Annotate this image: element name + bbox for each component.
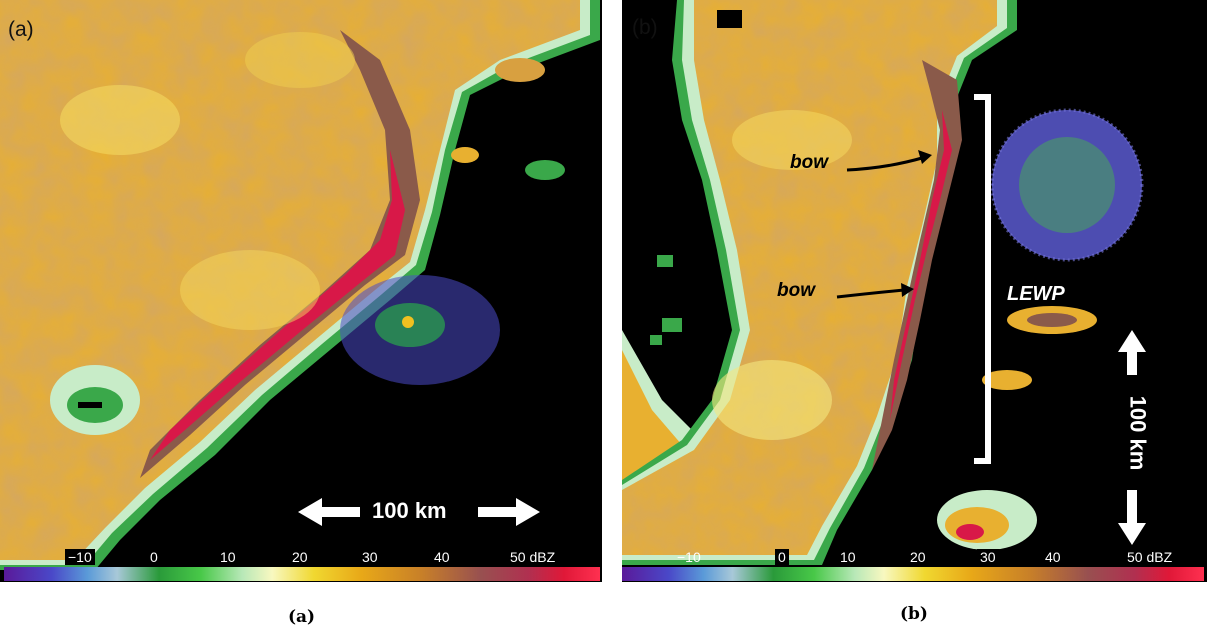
right-arrow-icon bbox=[478, 498, 540, 526]
colorbar-tick-b-0: −10 bbox=[677, 549, 701, 565]
colorbar-tick-b-6: 50 dBZ bbox=[1127, 549, 1173, 565]
colorbar-tick-b-2: 10 bbox=[840, 549, 856, 565]
bow-arrow-icon-1 bbox=[846, 156, 923, 172]
colorbar-tick-b-4: 30 bbox=[977, 549, 999, 565]
radar-panel-b: (b) bow bow LEWP 100 km −10 0 10 20 30 4… bbox=[622, 0, 1207, 582]
lewp-label: LEWP bbox=[1007, 283, 1065, 305]
scale-arrows-a bbox=[298, 498, 540, 526]
colorbar-tick-a-4: 30 bbox=[362, 549, 378, 565]
panel-a-label: (a) bbox=[8, 18, 34, 41]
bow-arrow-icon-2 bbox=[836, 288, 905, 299]
scale-bar-label-a: 100 km bbox=[372, 498, 447, 523]
scale-bar-label-b: 100 km bbox=[1125, 395, 1151, 471]
caption-a: (a) bbox=[288, 607, 316, 627]
panel-b-label: (b) bbox=[632, 16, 658, 39]
colorbar-b bbox=[622, 567, 1204, 581]
colorbar-tick-a-0: −10 bbox=[65, 549, 95, 565]
colorbar-tick-a-1: 0 bbox=[150, 549, 158, 565]
reflectivity-image-b bbox=[622, 0, 1144, 565]
down-arrow-icon bbox=[1118, 490, 1146, 545]
colorbar-tick-b-3: 20 bbox=[907, 549, 929, 565]
annotation-overlay-b bbox=[836, 94, 1146, 545]
lewp-bracket-icon bbox=[974, 94, 991, 464]
left-arrow-icon bbox=[298, 498, 360, 526]
reflectivity-image-a bbox=[0, 0, 600, 570]
colorbar-a bbox=[4, 567, 600, 581]
colorbar-tick-a-5: 40 bbox=[434, 549, 450, 565]
caption-b: (b) bbox=[900, 604, 928, 624]
radar-panel-a: (a) 100 km −10 0 10 20 30 40 50 dBZ bbox=[0, 0, 602, 582]
bow-label-1: bow bbox=[790, 152, 828, 173]
colorbar-tick-a-2: 10 bbox=[220, 549, 236, 565]
colorbar-tick-a-3: 20 bbox=[292, 549, 308, 565]
up-arrow-icon bbox=[1118, 330, 1146, 375]
colorbar-tick-b-5: 40 bbox=[1045, 549, 1061, 565]
colorbar-tick-a-6: 50 dBZ bbox=[510, 549, 556, 565]
colorbar-tick-b-1: 0 bbox=[775, 549, 789, 565]
bow-label-2: bow bbox=[777, 280, 815, 301]
